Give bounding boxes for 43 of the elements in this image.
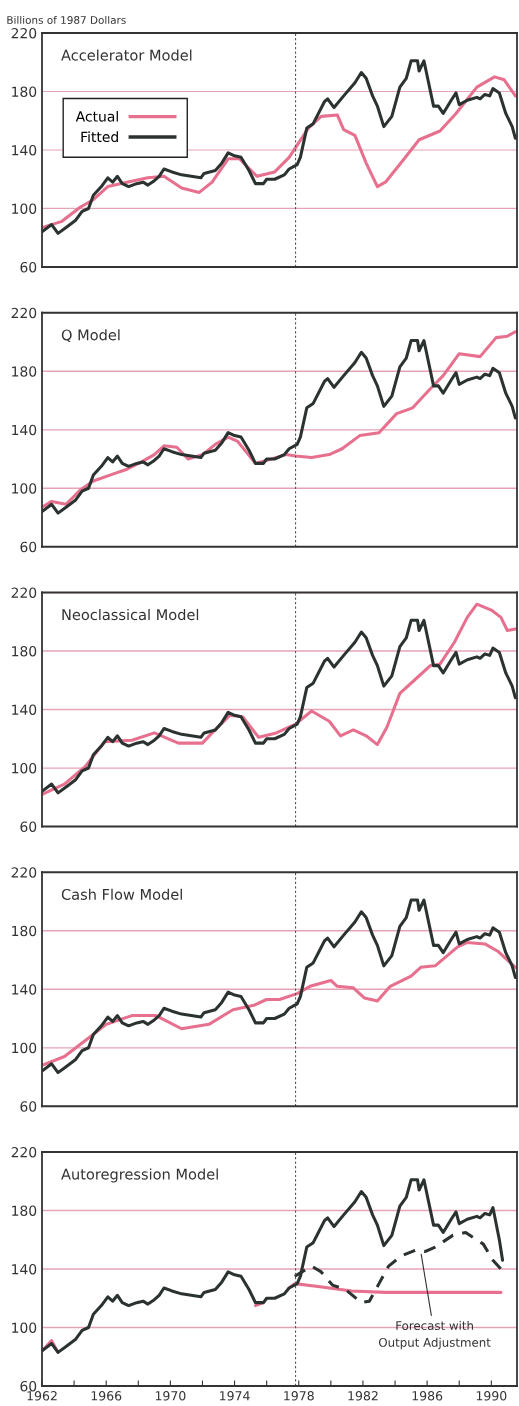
legend-label: Actual [75,110,118,122]
x-tick-label: 1970 [155,1391,186,1401]
x-tick-label: 1982 [348,1391,378,1401]
y-tick-label: 180 [12,366,37,377]
y-tick-label: 220 [11,867,37,878]
y-tick-label: 220 [11,27,37,39]
x-tick-label: 1966 [91,1391,122,1401]
y-tick-label: 100 [12,762,37,774]
x-tick-label: 1986 [412,1391,443,1401]
y-tick-label: 60 [20,821,37,832]
annotation: Forecast with Output Adjustment [379,1320,491,1350]
y-tick-label: 100 [12,203,37,214]
x-tick-label: 1962 [27,1391,57,1401]
y-tick-label: 140 [12,704,37,715]
y-tick-label: 220 [11,307,37,319]
y-tick-label: 220 [11,1146,37,1158]
y-tick-label: 100 [12,1042,37,1054]
y-tick-label: 100 [12,1322,37,1333]
text: Cash Flow Model [61,888,182,900]
y-tick-label: 180 [12,86,37,97]
y-tick-label: 60 [20,261,37,273]
y-tick-label: 140 [12,424,37,436]
y-tick-label: 220 [11,587,37,598]
x-tick-label: 1978 [284,1391,314,1401]
line-series [42,940,517,1067]
y-tick-label: 140 [12,1263,37,1275]
y-axis-title: Billions of 1987 Dollars [7,15,126,24]
y-tick-label: 60 [20,1380,37,1392]
text: Neoclassical Model [62,608,199,621]
x-tick-label: 1990 [476,1391,507,1401]
y-tick-label: 180 [12,925,37,937]
y-tick-label: 140 [12,984,37,995]
text: Autoregression Model [61,1168,218,1183]
y-tick-label: 180 [12,645,37,657]
text: Accelerator Model [61,49,192,61]
y-tick-label: 180 [12,1205,37,1216]
y-tick-label: 60 [20,541,37,553]
y-tick-label: 140 [12,144,37,156]
text: Q Model [61,329,120,343]
x-tick-label: 1974 [220,1391,250,1401]
legend-label: Fitted [81,131,118,143]
y-tick-label: 100 [12,483,37,494]
y-tick-label: 60 [20,1101,37,1112]
